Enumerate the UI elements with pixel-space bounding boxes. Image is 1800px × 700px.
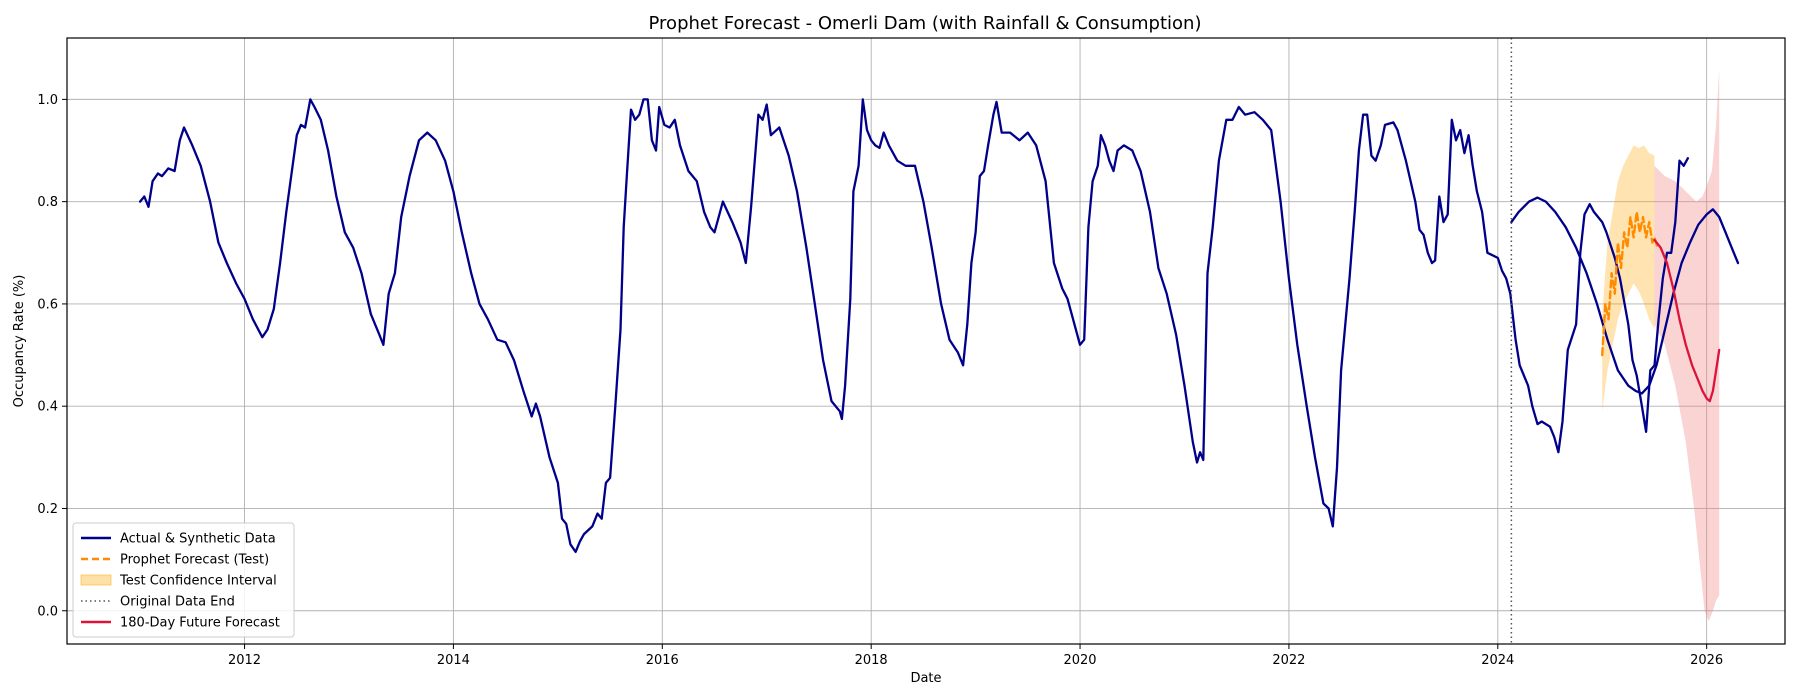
legend-label-2: Test Confidence Interval — [119, 574, 277, 589]
legend-label-1: Prophet Forecast (Test) — [120, 553, 269, 568]
series-line-2 — [1601, 210, 1659, 357]
series-lines — [138, 98, 1740, 554]
x-tick-label-2022: 2022 — [1272, 653, 1305, 668]
x-tick-label-2016: 2016 — [646, 653, 679, 668]
axis-ticks: 2012 2014 2016 2018 2020 2022 2024 2026 0.0 0.2 0.… — [37, 93, 1723, 668]
y-tick-label-1: 1.0 — [37, 93, 58, 108]
plot-frame — [66, 37, 1786, 645]
x-tick-label-2014: 2014 — [437, 653, 470, 668]
legend-label-0: Actual & Synthetic Data — [120, 532, 276, 547]
y-tick-label-0.8: 0.8 — [37, 195, 58, 210]
x-tick-label-2012: 2012 — [228, 653, 261, 668]
confidence-band-0 — [1602, 145, 1655, 412]
series-line-3 — [1653, 238, 1721, 403]
grid — [67, 38, 1785, 644]
legend-swatch-2 — [80, 574, 112, 586]
x-tick-label-2018: 2018 — [855, 653, 888, 668]
x-tick-label-2020: 2020 — [1063, 653, 1096, 668]
chart-title: Prophet Forecast - Omerli Dam (with Rain… — [649, 13, 1202, 34]
legend-label-4: 180-Day Future Forecast — [120, 616, 280, 631]
y-tick-label-0: 0.0 — [37, 604, 58, 619]
series-line-0 — [138, 98, 1690, 554]
y-tick-label-0.6: 0.6 — [37, 297, 58, 312]
y-tick-label-0.4: 0.4 — [37, 400, 58, 415]
legend-label-3: Original Data End — [120, 595, 235, 610]
legend: Actual & Synthetic Data Prophet Forecast … — [72, 522, 295, 638]
series-line-1 — [1510, 196, 1740, 395]
legend-box — [72, 522, 295, 638]
y-tick-label-0.2: 0.2 — [37, 502, 58, 517]
x-axis-label: Date — [910, 671, 941, 686]
x-tick-label-2026: 2026 — [1690, 653, 1723, 668]
y-axis-label: Occupancy Rate (%) — [12, 275, 27, 408]
x-tick-label-2024: 2024 — [1481, 653, 1514, 668]
